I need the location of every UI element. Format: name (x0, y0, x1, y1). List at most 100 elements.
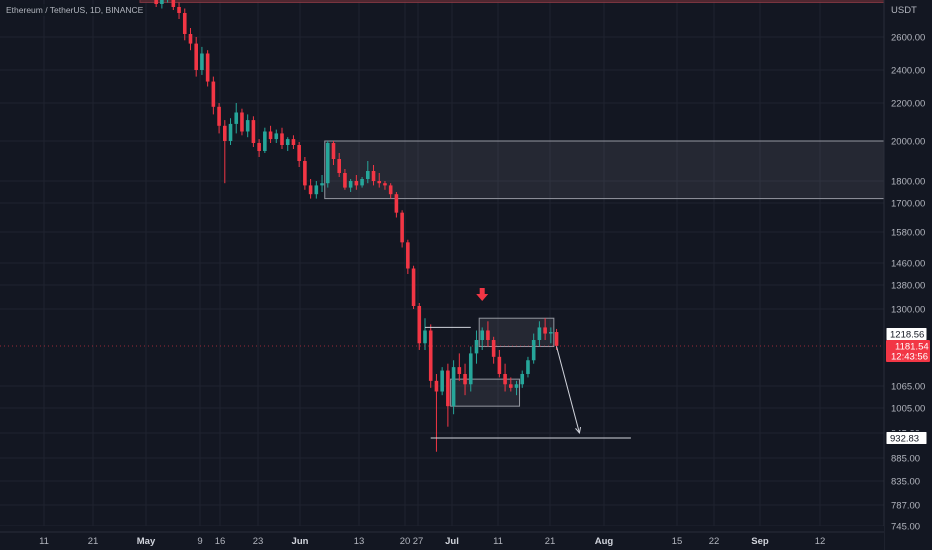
candle-down (383, 181, 387, 190)
x-tick-label: Jul (445, 536, 459, 547)
x-tick-label: 20 (400, 536, 411, 547)
candle-up (480, 327, 484, 350)
candle-down (177, 2, 181, 19)
candle-down (257, 139, 261, 157)
candle-down (291, 135, 296, 149)
candle-body (360, 179, 364, 186)
candle-down (188, 28, 193, 51)
down-arrow-marker (476, 288, 489, 301)
candle-body (537, 327, 542, 341)
candle-body (440, 370, 444, 392)
y-tick-label: 1065.00 (891, 382, 925, 393)
candle-up (285, 137, 290, 151)
candle-down (240, 108, 244, 136)
candle-body (520, 373, 525, 385)
y-tick-label: 1700.00 (891, 199, 925, 210)
candle-down (446, 363, 450, 427)
candle-body (314, 185, 319, 195)
x-tick-label: 11 (39, 536, 49, 547)
candle-down (417, 303, 422, 350)
candle-body (394, 194, 399, 213)
candle-body (509, 384, 513, 388)
candle-body (343, 173, 347, 188)
candle-body (406, 242, 410, 269)
x-tick-label: 23 (253, 536, 264, 547)
candle-up (160, 0, 164, 9)
candle-up (531, 333, 536, 364)
x-tick-label: 13 (354, 536, 365, 547)
candle-body (297, 145, 301, 161)
price-tag-value: 1218.56 (890, 330, 924, 341)
candle-body (154, 0, 158, 4)
candle-down (280, 127, 284, 149)
candle-body (263, 131, 267, 151)
zones-layer (139, 0, 885, 407)
candle-down (194, 37, 198, 77)
y-tick-label: 885.00 (891, 454, 920, 465)
candle-body (388, 185, 393, 195)
candle-down (411, 265, 416, 309)
candle-body (366, 171, 370, 179)
candle-body (400, 212, 404, 243)
candle-body (211, 81, 216, 107)
candle-up (474, 330, 479, 364)
projection-arrow (556, 346, 580, 434)
y-tick-label: 1300.00 (891, 305, 925, 316)
x-tick-label: 15 (672, 536, 683, 547)
candle-down (400, 210, 404, 248)
candle-body (348, 181, 353, 188)
candle-body (411, 268, 416, 306)
candle-down (337, 153, 341, 177)
candle-up (440, 367, 444, 396)
candle-down (303, 157, 307, 190)
candle-down (308, 179, 313, 199)
candle-down (205, 50, 210, 87)
candle-down (251, 116, 256, 147)
x-tick-label: 22 (709, 536, 720, 547)
candle-body (543, 327, 547, 334)
candle-body (451, 367, 456, 407)
candles-layer (154, 0, 559, 452)
candle-body (531, 340, 536, 361)
candle-down (491, 336, 496, 364)
candle-down (388, 183, 393, 199)
candle-down (457, 353, 462, 381)
candle-body (383, 183, 387, 186)
candle-body (423, 330, 427, 344)
candle-up (360, 177, 364, 188)
y-tick-label: 2000.00 (891, 137, 925, 148)
candle-body (331, 143, 336, 159)
y-tick-label: 2600.00 (891, 33, 925, 44)
candle-body (234, 112, 239, 124)
candle-body (526, 360, 530, 374)
symbol-title: Ethereum / TetherUS, 1D, BINANCE (4, 4, 146, 16)
candle-down (406, 239, 410, 274)
candle-body (228, 123, 233, 141)
x-tick-label: 11 (493, 536, 503, 547)
candle-body (463, 373, 467, 385)
candle-body (468, 353, 473, 385)
price-axis-panel (884, 0, 932, 550)
candle-down (182, 8, 187, 41)
resistance-zone-upper (324, 140, 885, 200)
candle-up (366, 161, 370, 184)
candle-up (537, 321, 542, 347)
candle-up (468, 346, 473, 392)
x-tick-label: Sep (751, 536, 769, 547)
candle-up (348, 179, 353, 192)
candle-up (423, 318, 427, 350)
candle-down (343, 169, 347, 190)
candle-down (297, 142, 301, 167)
price-tag-value: 932.83 (890, 434, 919, 445)
candle-up (549, 327, 553, 344)
x-tick-label: 16 (215, 536, 226, 547)
y-tick-label: 1580.00 (891, 228, 925, 239)
candle-down (463, 363, 467, 396)
price-label-1218: 1218.56 (885, 327, 928, 341)
candle-body (549, 332, 553, 334)
candle-down (171, 0, 176, 10)
candle-body (480, 330, 484, 341)
target-price-label: 932.83 (885, 431, 928, 445)
